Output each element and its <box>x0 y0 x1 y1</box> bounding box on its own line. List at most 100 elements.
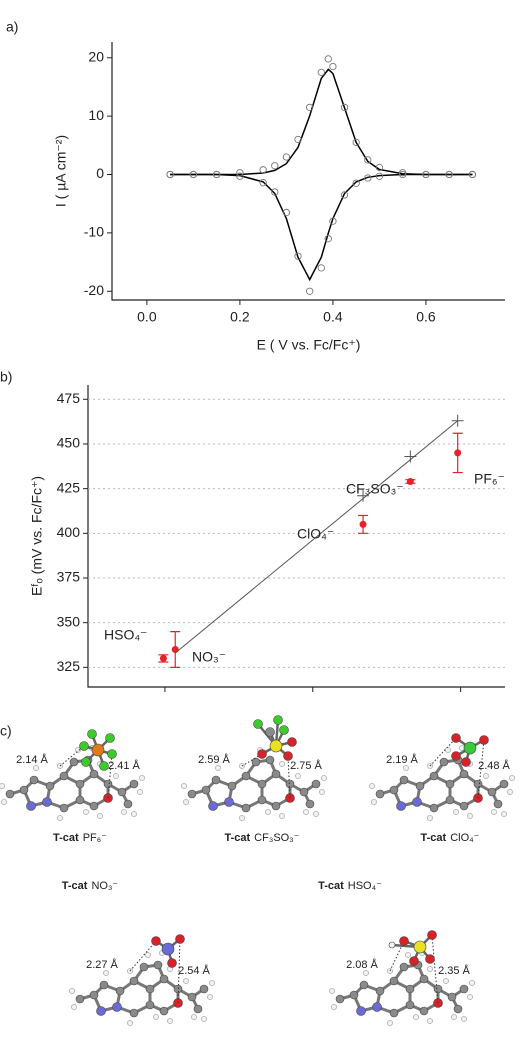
data-point <box>325 56 331 62</box>
atom <box>420 975 428 983</box>
atom <box>106 734 115 743</box>
atom <box>154 961 162 969</box>
atom <box>303 809 308 814</box>
atom <box>139 775 144 780</box>
data-point <box>306 288 312 294</box>
distance-label: 2.54 Å <box>178 964 210 977</box>
atom <box>427 966 432 971</box>
atom <box>70 758 78 766</box>
atom <box>460 985 468 993</box>
y-tick-label: 425 <box>57 479 81 495</box>
atom <box>397 802 406 811</box>
y-tick-label: 350 <box>57 613 81 629</box>
x-tick-label: 0.4 <box>323 309 343 325</box>
atom <box>146 985 154 993</box>
atom <box>127 1020 132 1025</box>
atom <box>306 800 314 808</box>
label-prefix: T-cat <box>62 880 88 892</box>
atom <box>265 809 270 814</box>
atom <box>313 811 318 816</box>
figure: a) b) c) -20-10010200.00.20.40.6E ( V vs… <box>0 0 526 1054</box>
atom <box>201 1016 206 1021</box>
data-point <box>172 646 179 653</box>
atom <box>350 991 358 999</box>
atom <box>200 985 208 993</box>
atom <box>312 780 320 788</box>
atom <box>1 799 6 804</box>
atom <box>453 809 458 814</box>
atom <box>440 758 448 766</box>
atom <box>400 776 408 784</box>
atom <box>389 942 395 948</box>
y-tick-label: 450 <box>57 435 81 451</box>
atom <box>176 935 185 944</box>
distance-label: 2.35 Å <box>438 964 470 977</box>
atom <box>452 752 461 761</box>
atom <box>258 780 266 788</box>
atom <box>279 761 284 766</box>
atom <box>90 770 98 778</box>
structure-label: T-catNO₃⁻ <box>62 880 119 892</box>
atom <box>430 804 438 812</box>
atom <box>140 963 148 971</box>
y-tick-label: 325 <box>57 658 81 674</box>
y-axis-label: Eᶠₒ (mV vs. Fc/Fc⁺) <box>29 476 45 596</box>
annotation: CF₃SO₃⁻ <box>346 481 404 497</box>
atom <box>448 993 456 1001</box>
atom <box>414 941 426 953</box>
atom <box>454 1005 462 1013</box>
atom <box>266 756 274 764</box>
distance-label: 2.75 Å <box>290 759 322 772</box>
atom <box>60 804 68 812</box>
molecule: 2.27 Å2.54 Å <box>69 935 214 1026</box>
data-line <box>170 69 472 174</box>
atom <box>390 786 398 794</box>
atom <box>461 1016 466 1021</box>
panel-label: b) <box>0 369 12 385</box>
atom <box>430 772 438 780</box>
y-tick-label: 400 <box>57 524 81 540</box>
atom <box>103 970 108 975</box>
atom <box>168 959 177 968</box>
atom <box>501 811 506 816</box>
atom <box>20 786 28 794</box>
atom <box>97 813 102 818</box>
atom <box>76 796 84 804</box>
atom <box>406 1001 414 1009</box>
atom <box>480 736 489 745</box>
atom <box>403 765 408 770</box>
atom <box>452 734 461 743</box>
atom <box>427 1018 432 1023</box>
atom <box>202 786 210 794</box>
atom <box>131 811 136 816</box>
molecule: 2.08 Å2.35 Å <box>329 931 474 1026</box>
atom <box>266 728 275 737</box>
annotation: PF₆⁻ <box>474 471 505 487</box>
atom <box>390 977 398 985</box>
atom <box>469 980 474 985</box>
atom <box>121 809 126 814</box>
atom <box>209 802 218 811</box>
atom <box>467 994 472 999</box>
atom <box>274 716 283 725</box>
atom <box>258 750 267 759</box>
atom <box>376 790 384 798</box>
label-anion: PF₆⁻ <box>83 832 107 844</box>
x-axis-label: E ( V vs. Fc/Fc⁺) <box>257 337 361 353</box>
atom <box>467 813 472 818</box>
label-anion: HSO₄⁻ <box>348 880 382 892</box>
atom <box>400 963 408 971</box>
atom <box>43 798 52 807</box>
atom <box>0 783 5 788</box>
atom <box>137 789 142 794</box>
atom <box>494 800 502 808</box>
atom <box>69 988 74 993</box>
label-anion: ClO₄⁻ <box>450 832 479 844</box>
atom <box>371 799 376 804</box>
atom <box>160 1007 168 1015</box>
data-point <box>160 655 167 662</box>
atom <box>405 952 410 957</box>
atom <box>160 975 168 983</box>
atom <box>286 780 294 788</box>
